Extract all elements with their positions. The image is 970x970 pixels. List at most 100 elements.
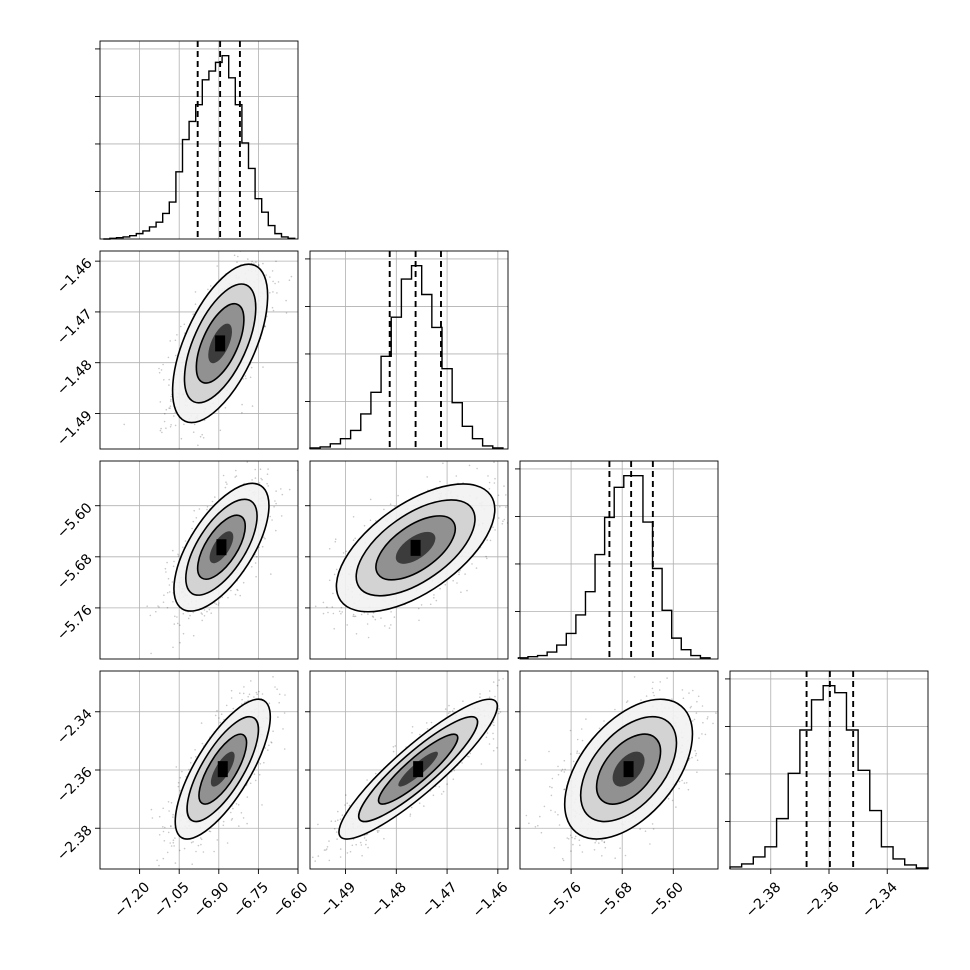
sample-point	[267, 468, 269, 470]
sample-point	[203, 615, 206, 617]
sample-point	[335, 831, 338, 833]
sample-point	[547, 660, 549, 662]
sample-point	[251, 405, 254, 407]
sample-point	[232, 707, 235, 710]
sample-point	[578, 752, 580, 755]
scatter-panel-3-1	[99, 460, 299, 660]
sample-point	[569, 729, 572, 732]
sample-point	[433, 594, 435, 596]
sample-point	[173, 415, 175, 417]
sample-point	[247, 258, 249, 260]
sample-point	[164, 887, 166, 889]
sample-point	[184, 540, 187, 542]
sample-point	[479, 693, 481, 695]
sample-point	[333, 628, 336, 630]
sample-point	[561, 857, 564, 860]
sample-point	[460, 591, 462, 593]
sample-point	[175, 766, 178, 768]
sample-point	[374, 772, 377, 775]
sample-point	[346, 624, 349, 626]
contour-level-1	[375, 515, 456, 581]
sample-point	[274, 282, 276, 285]
sample-point	[180, 325, 182, 328]
sample-point	[383, 837, 385, 840]
sample-point	[201, 613, 203, 615]
sample-point	[468, 464, 471, 467]
sample-point	[393, 616, 396, 618]
sample-point	[189, 762, 192, 764]
sample-point	[255, 691, 258, 694]
sample-point	[503, 518, 506, 521]
sample-point	[496, 747, 498, 749]
sample-point	[281, 493, 284, 496]
sample-point	[172, 646, 174, 649]
sample-point	[418, 619, 420, 622]
sample-point	[272, 676, 274, 678]
sample-point	[486, 557, 488, 560]
sample-point	[476, 467, 478, 470]
sample-point	[418, 802, 421, 804]
sample-point	[159, 429, 162, 432]
sample-point	[238, 825, 240, 827]
sample-point	[333, 828, 336, 830]
sample-point	[326, 606, 328, 608]
sample-point	[194, 749, 196, 751]
sample-point	[338, 610, 341, 613]
sample-point	[572, 869, 574, 871]
sample-point	[170, 845, 173, 847]
sample-point	[528, 462, 530, 464]
sample-point	[246, 796, 249, 798]
sample-point	[172, 841, 175, 844]
sample-point	[171, 581, 174, 583]
sample-point	[499, 506, 501, 508]
sample-point	[163, 379, 165, 381]
sample-point	[384, 625, 386, 627]
sample-point	[290, 275, 293, 278]
sample-point	[166, 851, 169, 854]
sample-point	[253, 696, 255, 698]
sample-point	[468, 755, 470, 758]
sample-point	[269, 515, 272, 518]
sample-point	[180, 437, 183, 440]
sample-point	[161, 431, 163, 434]
sample-point	[192, 431, 195, 434]
sample-point	[273, 506, 275, 508]
contour-level-2	[186, 715, 260, 823]
sample-point	[260, 477, 262, 480]
sample-point	[334, 540, 337, 543]
sample-point	[330, 820, 333, 822]
sample-point	[245, 377, 247, 380]
hist-frame	[99, 40, 299, 240]
sample-point	[267, 485, 270, 487]
sample-point	[235, 475, 238, 477]
sample-point	[488, 696, 491, 699]
sample-point	[426, 728, 429, 730]
sample-point	[207, 288, 209, 291]
sample-point	[262, 366, 264, 368]
sample-point	[170, 452, 172, 454]
sample-point	[261, 804, 263, 806]
sample-point	[498, 517, 500, 519]
sample-point	[433, 597, 435, 599]
sample-point	[242, 581, 245, 584]
sample-point	[550, 871, 552, 873]
sample-point	[254, 562, 257, 564]
hist-panel-4	[725, 670, 929, 870]
sample-point	[349, 850, 352, 853]
sample-point	[207, 477, 209, 479]
sample-point	[251, 260, 253, 263]
contour-level-1	[195, 302, 245, 384]
sample-point	[165, 408, 168, 411]
sample-point	[188, 768, 190, 771]
sample-point	[182, 453, 184, 455]
sample-point	[234, 593, 237, 596]
sample-point	[578, 839, 581, 841]
sample-point	[263, 536, 265, 539]
sample-point	[701, 733, 703, 735]
sample-point	[226, 483, 228, 485]
sample-point	[214, 714, 217, 717]
sample-point	[487, 475, 489, 477]
sample-point	[255, 261, 257, 263]
sample-point	[314, 860, 317, 862]
